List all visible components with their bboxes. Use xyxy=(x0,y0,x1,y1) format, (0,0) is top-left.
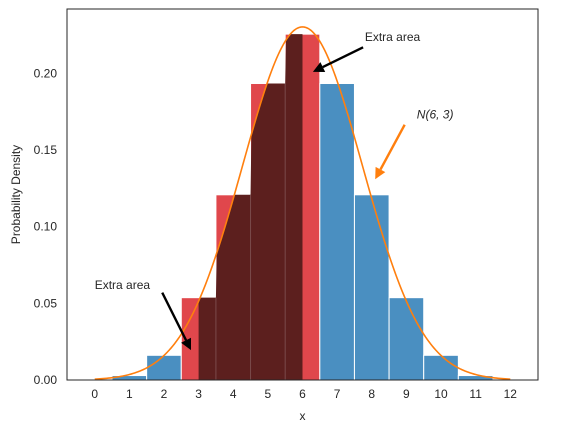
x-tick-0: 0 xyxy=(91,387,98,401)
curve-layer xyxy=(94,26,511,380)
y-tick-labels: 0.00 0.05 0.10 0.15 0.20 xyxy=(34,66,58,387)
extra-area-label-1: Extra area xyxy=(365,30,421,44)
extra-area-arrow-2-shaft xyxy=(161,292,188,341)
bar-7 xyxy=(319,83,355,381)
x-tick-6: 6 xyxy=(299,387,306,401)
x-tick-12: 12 xyxy=(504,387,518,401)
x-tick-1: 1 xyxy=(126,387,133,401)
extra-area-arrow-1-head xyxy=(312,62,326,72)
annotations: Extra area Extra area N(6, 3) xyxy=(95,30,454,351)
extra-area-arrow-2-head xyxy=(181,337,191,351)
x-tick-8: 8 xyxy=(368,387,375,401)
extra-area-arrow-1-shaft xyxy=(322,46,364,69)
x-tick-4: 4 xyxy=(230,387,237,401)
y-tick-0.15: 0.15 xyxy=(34,143,58,157)
x-tick-7: 7 xyxy=(334,387,341,401)
x-tick-labels: 0 1 2 3 4 5 6 7 8 9 10 11 12 xyxy=(91,387,517,401)
bar-10 xyxy=(423,354,459,381)
bar-2 xyxy=(146,354,182,381)
x-tick-10: 10 xyxy=(434,387,448,401)
x-tick-5: 5 xyxy=(265,387,272,401)
normal-curve xyxy=(94,26,511,380)
y-tick-0.00: 0.00 xyxy=(34,373,58,387)
distribution-arrow-head xyxy=(375,166,386,180)
x-axis-label: x xyxy=(300,409,306,423)
x-tick-9: 9 xyxy=(403,387,410,401)
bar-8 xyxy=(353,194,390,381)
extra-area-label-2: Extra area xyxy=(95,278,151,292)
y-tick-0.20: 0.20 xyxy=(34,66,58,80)
x-tick-2: 2 xyxy=(161,387,168,401)
distribution-arrow-shaft xyxy=(379,124,406,171)
y-tick-0.05: 0.05 xyxy=(34,296,58,310)
x-tick-11: 11 xyxy=(469,387,482,401)
bars xyxy=(111,33,494,381)
plot-frame xyxy=(66,8,539,381)
distribution-label: N(6, 3) xyxy=(417,108,454,122)
y-tick-0.10: 0.10 xyxy=(34,220,58,234)
x-tick-3: 3 xyxy=(195,387,202,401)
bar-9 xyxy=(388,297,425,381)
y-axis-label: Probability Density xyxy=(9,145,23,244)
